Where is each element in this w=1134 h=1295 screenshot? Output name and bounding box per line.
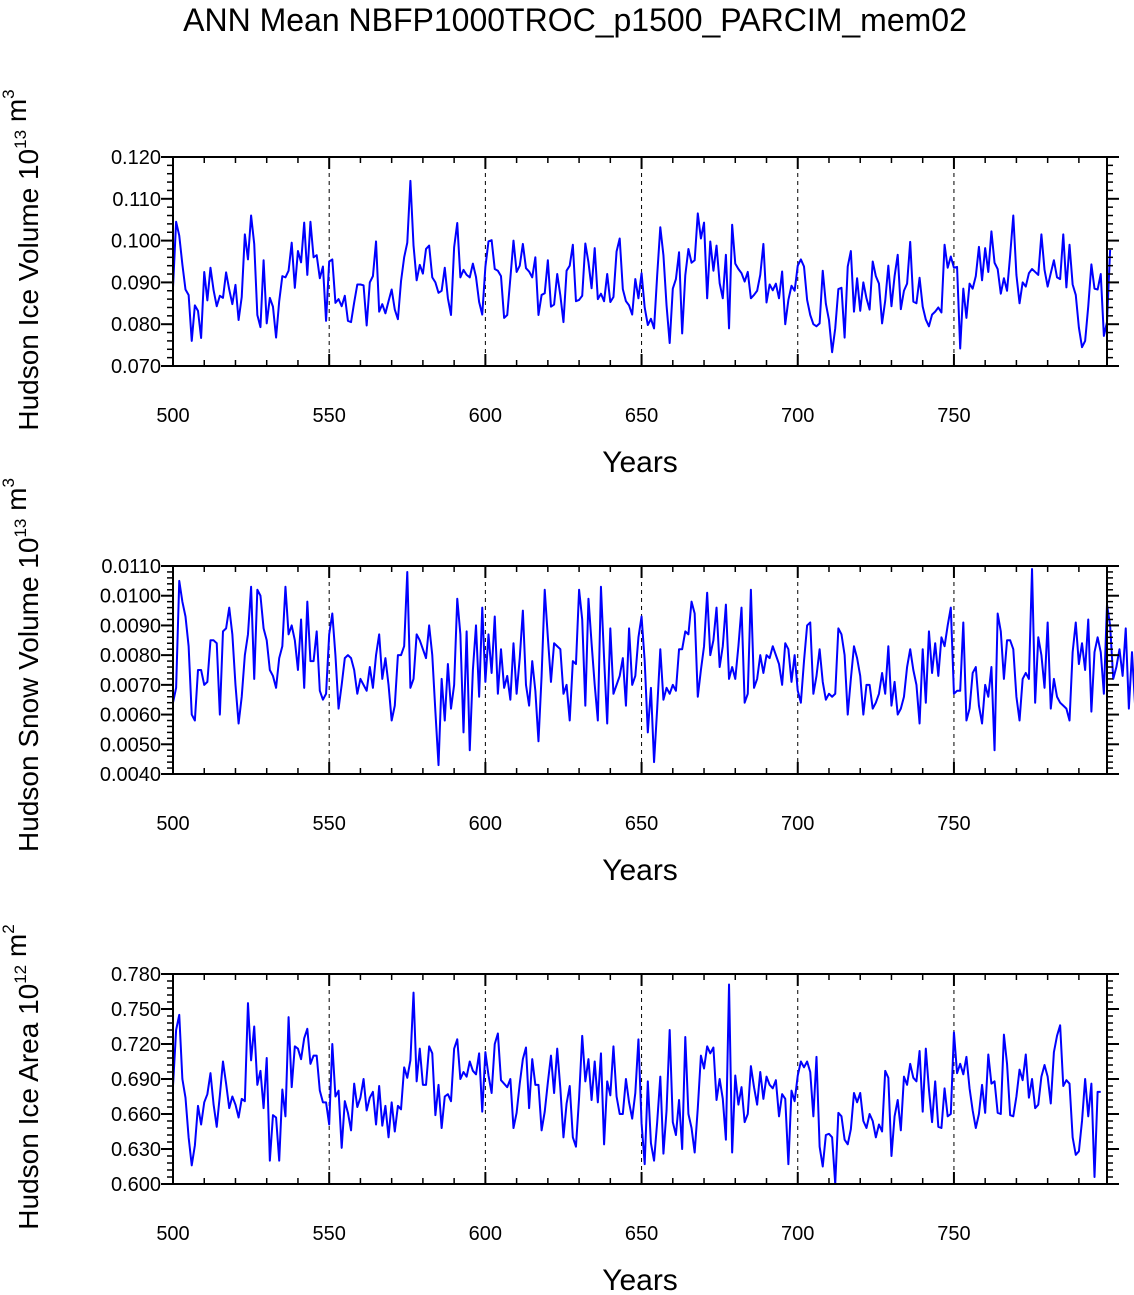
y-axis-title-text: m [1,488,32,519]
panel3-xtick-label: 750 [937,1223,970,1245]
panel2-plot-frame [172,565,1108,775]
panel3-ytick-label: 0.690 [111,1069,161,1091]
panel3-xtick-label: 500 [156,1223,189,1245]
panel2-ytick-label: 0.0040 [100,764,161,786]
panel3-ytick-label: 0.720 [111,1034,161,1056]
panel2-ytick-label: 0.0070 [100,675,161,697]
panel3-xtick-label: 600 [469,1223,502,1245]
panel1-xtick-label: 600 [469,405,502,427]
panel3-xtick-label: 650 [625,1223,658,1245]
panel2-x-axis-title: Years [602,854,678,887]
panel2-y-axis-title: Hudson Snow Volume 1013 m3 [0,478,44,852]
panel1-xtick-label: 700 [781,405,814,427]
panel1-xtick-label: 550 [312,405,345,427]
y-axis-title-superscript: 3 [0,478,18,487]
panel3-x-axis-title: Years [602,1264,678,1295]
panel2-xtick-label: 550 [312,813,345,835]
panel3-xtick-label: 700 [781,1223,814,1245]
panel1-y-axis-title: Hudson Ice Volume 1013 m3 [0,89,44,430]
panel3-y-axis-title: Hudson Ice Area 1012 m2 [0,924,44,1229]
panel1-xtick-label: 750 [937,405,970,427]
panel2-xtick-label: 600 [469,813,502,835]
panel2-series-line [172,567,1134,767]
panel3-series-line [172,983,1101,1185]
y-axis-title-text: Hudson Ice Volume 10 [13,149,44,431]
chart-panel-2: 500 550 600 650 700 750 0.0040 0.0050 0.0060 0.00… [0,478,1134,887]
y-axis-title-superscript: 3 [0,89,18,98]
panel1-ytick-label: 0.120 [111,147,161,169]
panel2-ytick-label: 0.0060 [100,705,161,727]
panel2-xtick-label: 650 [625,813,658,835]
panel2-xtick-label: 750 [937,813,970,835]
panel2-xtick-label: 500 [156,813,189,835]
chart-panel-3: 500 550 600 650 700 750 0.600 0.630 0.660 0.690 0.… [0,924,1119,1295]
panel1-ytick-label: 0.070 [111,356,161,378]
panel1-plot-frame [172,156,1108,367]
panel3-ytick-label: 0.750 [111,999,161,1021]
panel1-xtick-label: 500 [156,405,189,427]
panel2-xtick-label: 700 [781,813,814,835]
figure-title: ANN Mean NBFP1000TROC_p1500_PARCIM_mem02 [183,2,967,38]
panel1-series-line [172,179,1112,354]
panel1-ytick-label: 0.100 [111,231,161,253]
panel2-ytick-label: 0.0090 [100,615,161,637]
panel3-ytick-label: 0.660 [111,1104,161,1126]
y-axis-title-superscript: 13 [11,519,30,538]
panel1-xtick-label: 650 [625,405,658,427]
panel2-ytick-label: 0.0080 [100,645,161,667]
chart-panel-1: 500 550 600 650 700 750 0.070 0.080 0.090 0.100 0.… [0,89,1119,479]
y-axis-title-superscript: 12 [11,965,30,984]
panel3-ytick-label: 0.600 [111,1174,161,1196]
panel1-ytick-label: 0.080 [111,314,161,336]
panel2-ytick-label: 0.0050 [100,734,161,756]
panel2-ytick-label: 0.0100 [100,586,161,608]
y-axis-title-text: Hudson Snow Volume 10 [13,538,44,852]
y-axis-title-text: m [1,99,32,130]
panel2-ytick-label: 0.0110 [101,556,161,578]
panel3-ytick-label: 0.630 [111,1139,161,1161]
panel1-ytick-label: 0.110 [112,189,161,211]
panel1-ytick-label: 0.090 [111,272,161,294]
y-axis-title-superscript: 13 [11,130,30,149]
y-axis-title-text: Hudson Ice Area 10 [13,984,44,1230]
y-axis-title-text: m [1,934,32,965]
panel1-x-axis-title: Years [602,446,678,479]
panel3-xtick-label: 550 [312,1223,345,1245]
y-axis-title-superscript: 2 [0,924,18,933]
panel3-ytick-label: 0.780 [111,964,161,986]
